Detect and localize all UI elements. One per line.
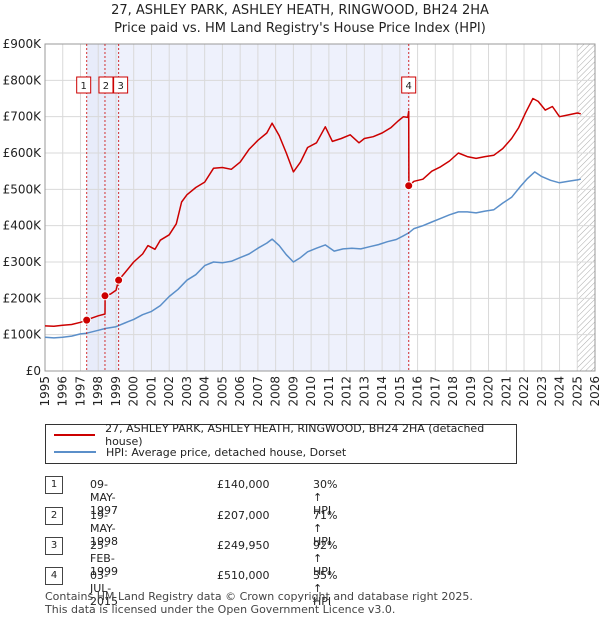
y-tick-label: £100K — [3, 328, 43, 342]
legend-item-property: 27, ASHLEY PARK, ASHLEY HEATH, RINGWOOD,… — [54, 422, 516, 448]
x-tick-label: 2008 — [269, 376, 283, 407]
sale-label: 1 — [81, 81, 87, 92]
transaction-date: 19-MAY-1998 — [90, 509, 118, 548]
transaction-date: 09-MAY-1997 — [90, 478, 118, 517]
highlight-span — [408, 44, 410, 371]
x-tick-label: 2024 — [553, 376, 567, 407]
legend-label-hpi: HPI: Average price, detached house, Dors… — [106, 445, 347, 459]
sale-point — [100, 291, 110, 301]
transaction-hpi: 35% ↑ HPI — [313, 569, 338, 608]
x-tick-label: 2007 — [251, 376, 265, 407]
x-tick-label: 2012 — [340, 376, 354, 407]
series-line-hpi — [44, 171, 581, 339]
x-tick-label: 2011 — [322, 376, 336, 407]
x-tick-label: 1999 — [109, 376, 123, 407]
x-tick-label: 2003 — [180, 376, 194, 407]
x-tick-label: 2000 — [127, 376, 141, 407]
sale-label-box — [76, 76, 92, 94]
x-tick-label: 2002 — [162, 376, 176, 407]
transaction-hpi: 92% ↑ HPI — [313, 539, 338, 578]
x-tick-label: 2016 — [411, 376, 425, 407]
y-tick-label: £800K — [3, 73, 43, 87]
sale-label: 3 — [117, 81, 123, 92]
transaction-price: £140,000 — [217, 478, 270, 491]
sale-point — [404, 181, 414, 191]
legend-item-hpi: HPI: Average price, detached house, Dors… — [54, 444, 346, 460]
x-tick-label: 2010 — [304, 376, 318, 407]
legend-swatch-property — [54, 434, 96, 436]
x-tick-label: 1996 — [56, 376, 70, 407]
x-tick-label: 2013 — [357, 376, 371, 407]
footer-line: This data is licensed under the Open Gov… — [45, 603, 396, 616]
x-tick-label: 2025 — [570, 376, 584, 407]
transaction-date: 25-FEB-1999 — [90, 539, 118, 578]
x-tick-label: 2023 — [535, 376, 549, 407]
y-tick-label: £200K — [3, 291, 43, 305]
ownership-span — [118, 44, 409, 371]
sale-label-box — [401, 76, 417, 94]
transaction-price: £249,950 — [217, 539, 270, 552]
x-tick-label: 2018 — [446, 376, 460, 407]
price-chart: £0 £100K £200K £300K £400K £500K £600K £700K £80… — [3, 37, 600, 407]
x-tick-label: 2019 — [464, 376, 478, 407]
legend-swatch-hpi — [54, 451, 96, 453]
legend-label-property: 27, ASHLEY PARK, ASHLEY HEATH, RINGWOOD,… — [105, 422, 485, 448]
x-tick-label: 2006 — [233, 376, 247, 407]
sale-point — [82, 315, 92, 325]
x-tick-label: 2001 — [144, 376, 158, 407]
x-tick-label: 2022 — [517, 376, 531, 407]
transaction-hpi: 71% ↑ HPI — [313, 509, 338, 548]
transaction-number: 2 — [45, 507, 63, 525]
y-tick-label: £0 — [26, 364, 41, 378]
transaction-number: 4 — [45, 567, 63, 585]
future-hatch — [577, 44, 595, 371]
sale-label: 2 — [103, 81, 109, 92]
x-tick-label: 2009 — [286, 376, 300, 407]
x-tick-label: 2017 — [428, 376, 442, 407]
transaction-number: 1 — [45, 476, 63, 494]
chart-title: 27, ASHLEY PARK, ASHLEY HEATH, RINGWOOD,… — [111, 3, 489, 18]
x-tick-label: 1998 — [91, 376, 105, 407]
x-tick-label: 2004 — [198, 376, 212, 407]
sale-label-box — [98, 76, 114, 94]
transaction-number: 3 — [45, 537, 63, 555]
plot-frame — [44, 43, 596, 372]
sale-label: 4 — [406, 81, 412, 92]
footer-line: Contains HM Land Registry data © Crown c… — [45, 590, 473, 603]
x-tick-label: 2020 — [482, 376, 496, 407]
footer-attribution: Contains HM Land Registry data © Crown c… — [45, 590, 473, 616]
chart-subtitle: Price paid vs. HM Land Registry's House … — [114, 21, 486, 36]
x-tick-label: 2021 — [499, 376, 513, 407]
sale-label-box — [113, 76, 129, 94]
x-tick-label: 2015 — [393, 376, 407, 407]
x-tick-label: 2026 — [588, 376, 600, 407]
y-tick-label: £400K — [3, 219, 43, 233]
x-tick-label: 1995 — [38, 376, 52, 407]
y-tick-label: £300K — [3, 255, 43, 269]
transaction-price: £510,000 — [217, 569, 270, 582]
transaction-hpi: 30% ↑ HPI — [313, 478, 338, 517]
x-tick-label: 1997 — [73, 376, 87, 407]
y-tick-label: £600K — [3, 146, 43, 160]
sale-point — [114, 275, 124, 285]
x-tick-label: 2005 — [215, 376, 229, 407]
y-tick-label: £500K — [3, 182, 43, 196]
x-tick-label: 2014 — [375, 376, 389, 407]
transaction-date: 03-JUL-2015 — [90, 569, 118, 608]
y-tick-label: £900K — [3, 37, 43, 51]
transaction-price: £207,000 — [217, 509, 270, 522]
y-tick-label: £700K — [3, 110, 43, 124]
highlight-span — [86, 44, 119, 371]
chart-legend: 27, ASHLEY PARK, ASHLEY HEATH, RINGWOOD,… — [45, 422, 517, 464]
